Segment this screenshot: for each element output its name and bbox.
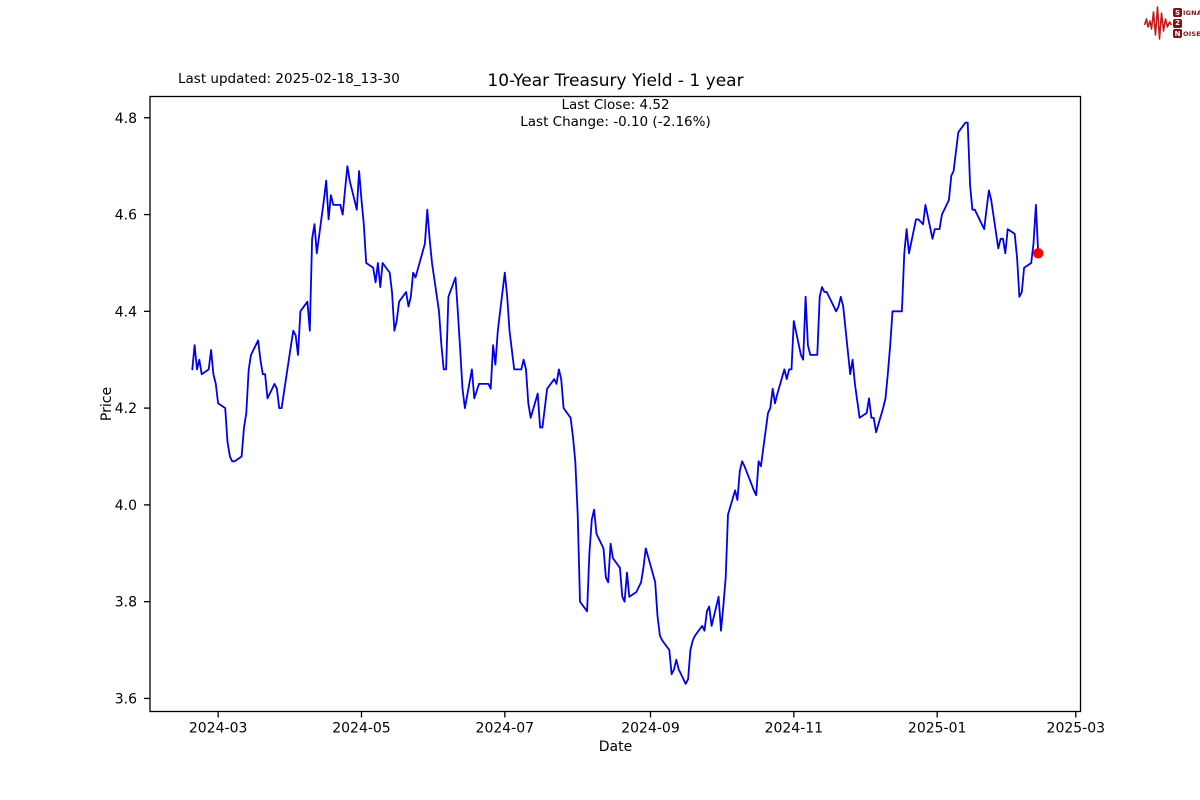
- y-tick-label: 3.8: [115, 595, 137, 611]
- logo-text-ignal: IGNAL: [1183, 8, 1200, 17]
- yield-line: [191, 121, 1040, 685]
- y-tick-label: 4.8: [115, 111, 137, 127]
- x-tick-label: 2024-03: [189, 721, 248, 737]
- subtitle-last-close: Last Close: 4.52: [561, 97, 670, 113]
- x-tick-label: 2024-05: [332, 721, 391, 737]
- x-tick-label: 2024-09: [621, 721, 680, 737]
- last-updated-text: Last updated: 2025-02-18_13-30: [178, 71, 400, 87]
- axis-frame: [149, 95, 1082, 713]
- logo-row-noise: N OISE: [1173, 29, 1200, 38]
- signal2noise-logo: S IGNAL 2 N OISE: [1144, 4, 1200, 42]
- chart-title: 10-Year Treasury Yield - 1 year: [487, 71, 744, 91]
- logo-text: S IGNAL 2 N OISE: [1173, 8, 1200, 38]
- logo-text-oise: OISE: [1183, 29, 1200, 38]
- y-tick-label: 4.4: [115, 304, 137, 320]
- x-tick-label: 2025-03: [1047, 721, 1106, 737]
- y-tick-label: 4.2: [115, 401, 137, 417]
- last-close-marker: [1033, 248, 1044, 259]
- x-tick-label: 2024-07: [476, 721, 535, 737]
- logo-digit-2: 2: [1173, 18, 1182, 28]
- x-tick-label: 2024-11: [765, 721, 824, 737]
- waveform-icon: [1144, 6, 1172, 40]
- x-axis-label: Date: [598, 739, 633, 755]
- y-tick-label: 3.6: [115, 691, 137, 707]
- logo-letter-s: S: [1173, 8, 1182, 17]
- y-tick-label: 4.0: [115, 498, 137, 514]
- logo-letter-n: N: [1173, 29, 1182, 38]
- chart-subtitle: Last Close: 4.52 Last Change: -0.10 (-2.…: [150, 97, 1081, 130]
- x-tick-label: 2025-01: [908, 721, 967, 737]
- logo-row-signal: S IGNAL: [1173, 8, 1200, 17]
- subtitle-last-change: Last Change: -0.10 (-2.16%): [520, 113, 711, 130]
- logo-row-2: 2: [1173, 18, 1200, 28]
- y-tick-label: 4.6: [115, 208, 137, 224]
